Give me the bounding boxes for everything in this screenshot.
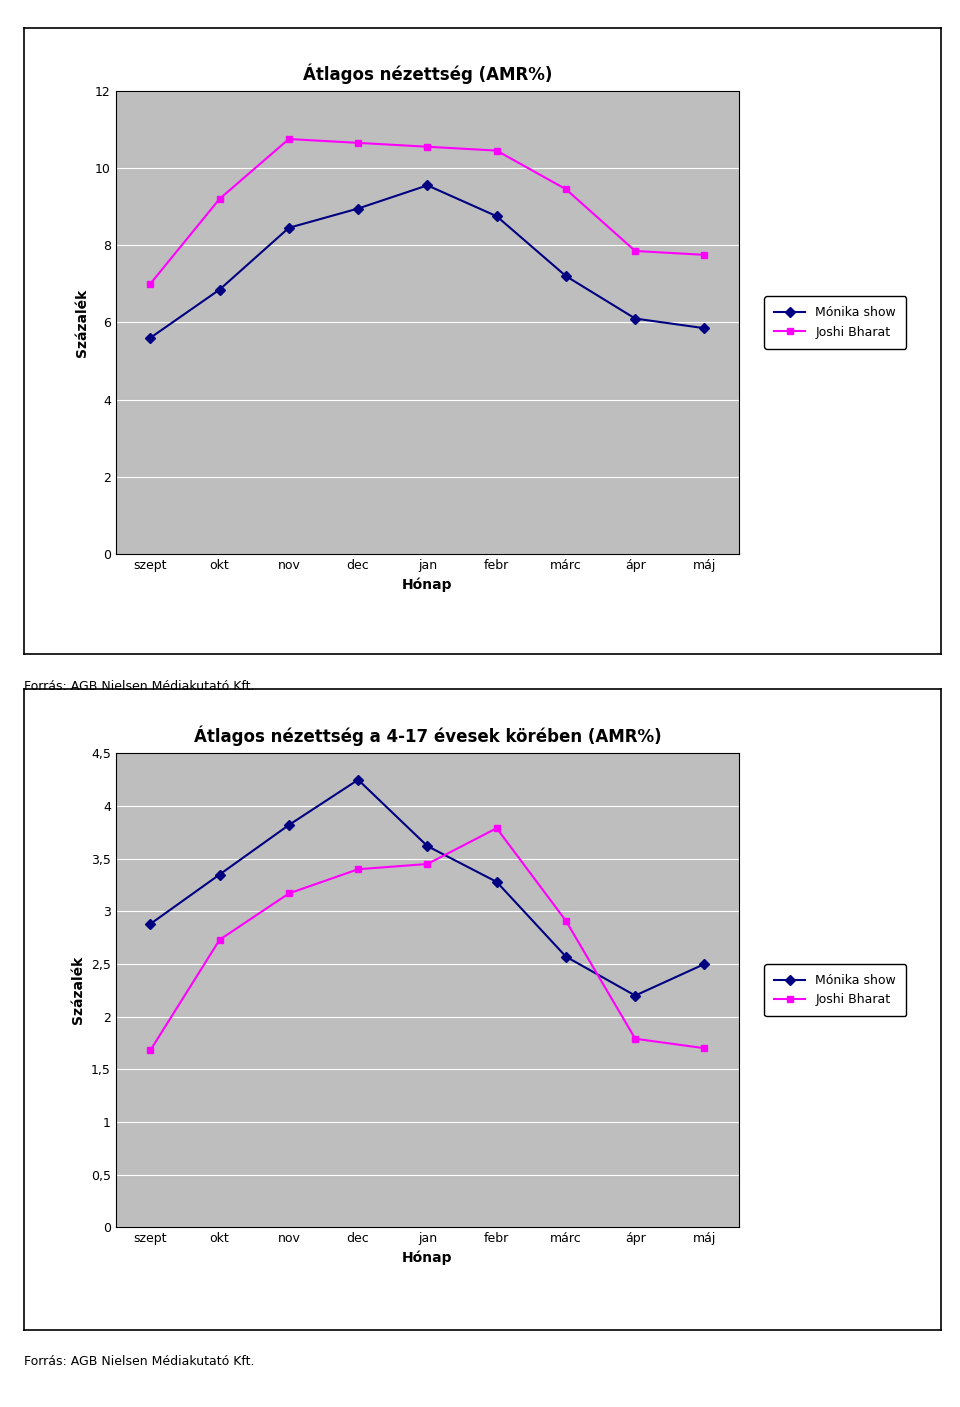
Mónika show <box>352 200 364 217</box>
Joshi Bharat <box>561 180 572 197</box>
Legend: Mónika show, Joshi Bharat: Mónika show, Joshi Bharat <box>764 297 906 349</box>
Mónika show <box>699 319 710 336</box>
Joshi Bharat <box>630 1030 641 1047</box>
Mónika show <box>421 837 433 854</box>
Mónika show <box>491 874 502 891</box>
Joshi Bharat <box>630 242 641 259</box>
Joshi Bharat <box>214 931 226 948</box>
Legend: Mónika show, Joshi Bharat: Mónika show, Joshi Bharat <box>764 964 906 1016</box>
Title: Átlagos nézettség (AMR%): Átlagos nézettség (AMR%) <box>302 63 552 83</box>
Line: Joshi Bharat: Joshi Bharat <box>147 135 708 287</box>
X-axis label: Hónap: Hónap <box>402 1251 453 1265</box>
Mónika show <box>630 988 641 1005</box>
X-axis label: Hónap: Hónap <box>402 577 453 592</box>
Joshi Bharat <box>352 861 364 878</box>
Y-axis label: Százalék: Százalék <box>76 288 89 356</box>
Mónika show <box>214 281 226 298</box>
Joshi Bharat <box>561 912 572 929</box>
Mónika show <box>145 916 156 933</box>
Line: Joshi Bharat: Joshi Bharat <box>147 825 708 1054</box>
Mónika show <box>491 208 502 225</box>
Joshi Bharat <box>283 131 295 148</box>
Mónika show <box>561 948 572 965</box>
Joshi Bharat <box>352 135 364 152</box>
Text: Forrás: AGB Nielsen Médiakutató Kft.: Forrás: AGB Nielsen Médiakutató Kft. <box>24 1355 254 1368</box>
Joshi Bharat <box>214 190 226 207</box>
Text: Forrás: AGB Nielsen Médiakutató Kft.: Forrás: AGB Nielsen Médiakutató Kft. <box>24 680 254 692</box>
Mónika show <box>630 310 641 326</box>
Mónika show <box>699 955 710 972</box>
Joshi Bharat <box>421 138 433 155</box>
Joshi Bharat <box>145 1041 156 1058</box>
Joshi Bharat <box>491 142 502 159</box>
Joshi Bharat <box>699 246 710 263</box>
Title: Átlagos nézettség a 4-17 évesek körében (AMR%): Átlagos nézettség a 4-17 évesek körében … <box>194 726 661 746</box>
Line: Mónika show: Mónika show <box>147 777 708 999</box>
Joshi Bharat <box>421 855 433 872</box>
Mónika show <box>421 177 433 194</box>
Joshi Bharat <box>283 885 295 902</box>
Joshi Bharat <box>699 1040 710 1057</box>
Mónika show <box>283 219 295 236</box>
Mónika show <box>561 267 572 284</box>
Mónika show <box>214 867 226 884</box>
Joshi Bharat <box>145 276 156 293</box>
Joshi Bharat <box>491 820 502 837</box>
Mónika show <box>352 771 364 788</box>
Line: Mónika show: Mónika show <box>147 182 708 342</box>
Y-axis label: Százalék: Százalék <box>71 957 85 1024</box>
Mónika show <box>145 329 156 346</box>
Mónika show <box>283 816 295 833</box>
